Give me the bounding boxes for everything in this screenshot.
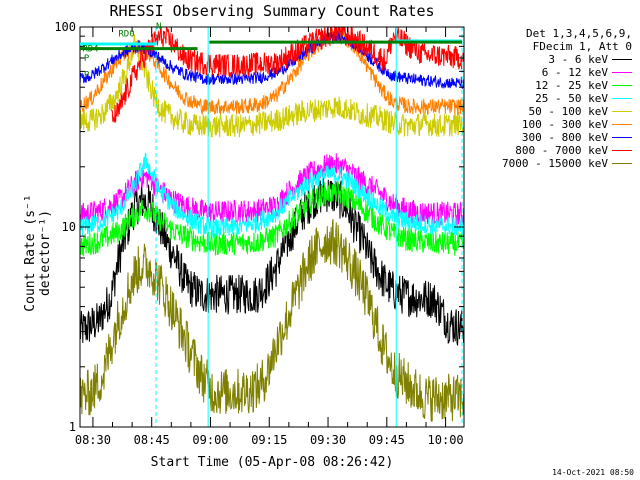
- footer-date: 14-Oct-2021 08:50: [552, 468, 634, 477]
- y-axis-label: Count Rate (s⁻¹ detector⁻¹): [23, 194, 53, 312]
- y-tick-label: 1: [69, 420, 76, 434]
- x-axis-label: Start Time (05-Apr-08 08:26:42): [150, 455, 394, 470]
- legend-item: 7000 - 15000 keV: [470, 157, 632, 170]
- legend-item: 25 - 50 keV: [470, 92, 632, 105]
- series-line: [79, 179, 465, 257]
- x-tick-label: 09:15: [251, 433, 287, 447]
- legend-swatch: [612, 137, 632, 138]
- legend-item-label: 6 - 12 keV: [541, 66, 608, 79]
- annotation-label: P: [84, 54, 90, 64]
- legend-swatch: [612, 59, 632, 60]
- x-tick-label: 09:45: [369, 433, 405, 447]
- series-line: [79, 218, 465, 422]
- legend-item: 300 - 800 keV: [470, 131, 632, 144]
- series-line: [79, 30, 465, 89]
- legend-swatch: [612, 163, 632, 164]
- annotation-label: RD0: [118, 29, 134, 39]
- series-line: [79, 153, 465, 226]
- legend-item-label: 12 - 25 keV: [535, 79, 608, 92]
- series-line: [79, 152, 465, 239]
- legend-swatch: [612, 150, 632, 151]
- legend-item: 800 - 7000 keV: [470, 144, 632, 157]
- legend-item: 6 - 12 keV: [470, 66, 632, 79]
- legend-item-label: 300 - 800 keV: [521, 131, 608, 144]
- annotation-label: P: [84, 70, 90, 80]
- legend-swatch: [612, 72, 632, 73]
- legend-swatch: [612, 124, 632, 125]
- legend-swatch: [612, 85, 632, 86]
- x-tick-label: 09:00: [192, 433, 228, 447]
- legend: Det 1,3,4,5,6,9, FDecim 1, Att 0 3 - 6 k…: [470, 27, 632, 170]
- annotation-label: N: [156, 22, 161, 32]
- legend-header-line-2: FDecim 1, Att 0: [532, 40, 632, 53]
- x-tick-label: 08:30: [75, 433, 111, 447]
- legend-item: 12 - 25 keV: [470, 79, 632, 92]
- legend-item-label: 100 - 300 keV: [521, 118, 608, 131]
- legend-item: 3 - 6 keV: [470, 53, 632, 66]
- legend-item-label: 25 - 50 keV: [535, 92, 608, 105]
- y-tick-label: 10: [62, 220, 76, 234]
- legend-item: 50 - 100 keV: [470, 105, 632, 118]
- x-tick-label: 10:00: [428, 433, 464, 447]
- legend-item-label: 7000 - 15000 keV: [502, 157, 608, 170]
- legend-header-line-1: Det 1,3,4,5,6,9,: [526, 27, 632, 40]
- legend-item: 100 - 300 keV: [470, 118, 632, 131]
- legend-item-label: 50 - 100 keV: [528, 105, 608, 118]
- legend-item-label: 3 - 6 keV: [548, 53, 608, 66]
- chart-title: RHESSI Observing Summary Count Rates: [109, 2, 435, 20]
- legend-swatch: [612, 98, 632, 99]
- x-tick-label: 09:30: [310, 433, 346, 447]
- legend-item-label: 800 - 7000 keV: [515, 144, 608, 157]
- y-tick-label: 100: [54, 20, 76, 34]
- series-line: [79, 177, 465, 346]
- legend-swatch: [612, 111, 632, 112]
- annotation-label: RD4: [82, 45, 98, 55]
- x-tick-label: 08:45: [134, 433, 170, 447]
